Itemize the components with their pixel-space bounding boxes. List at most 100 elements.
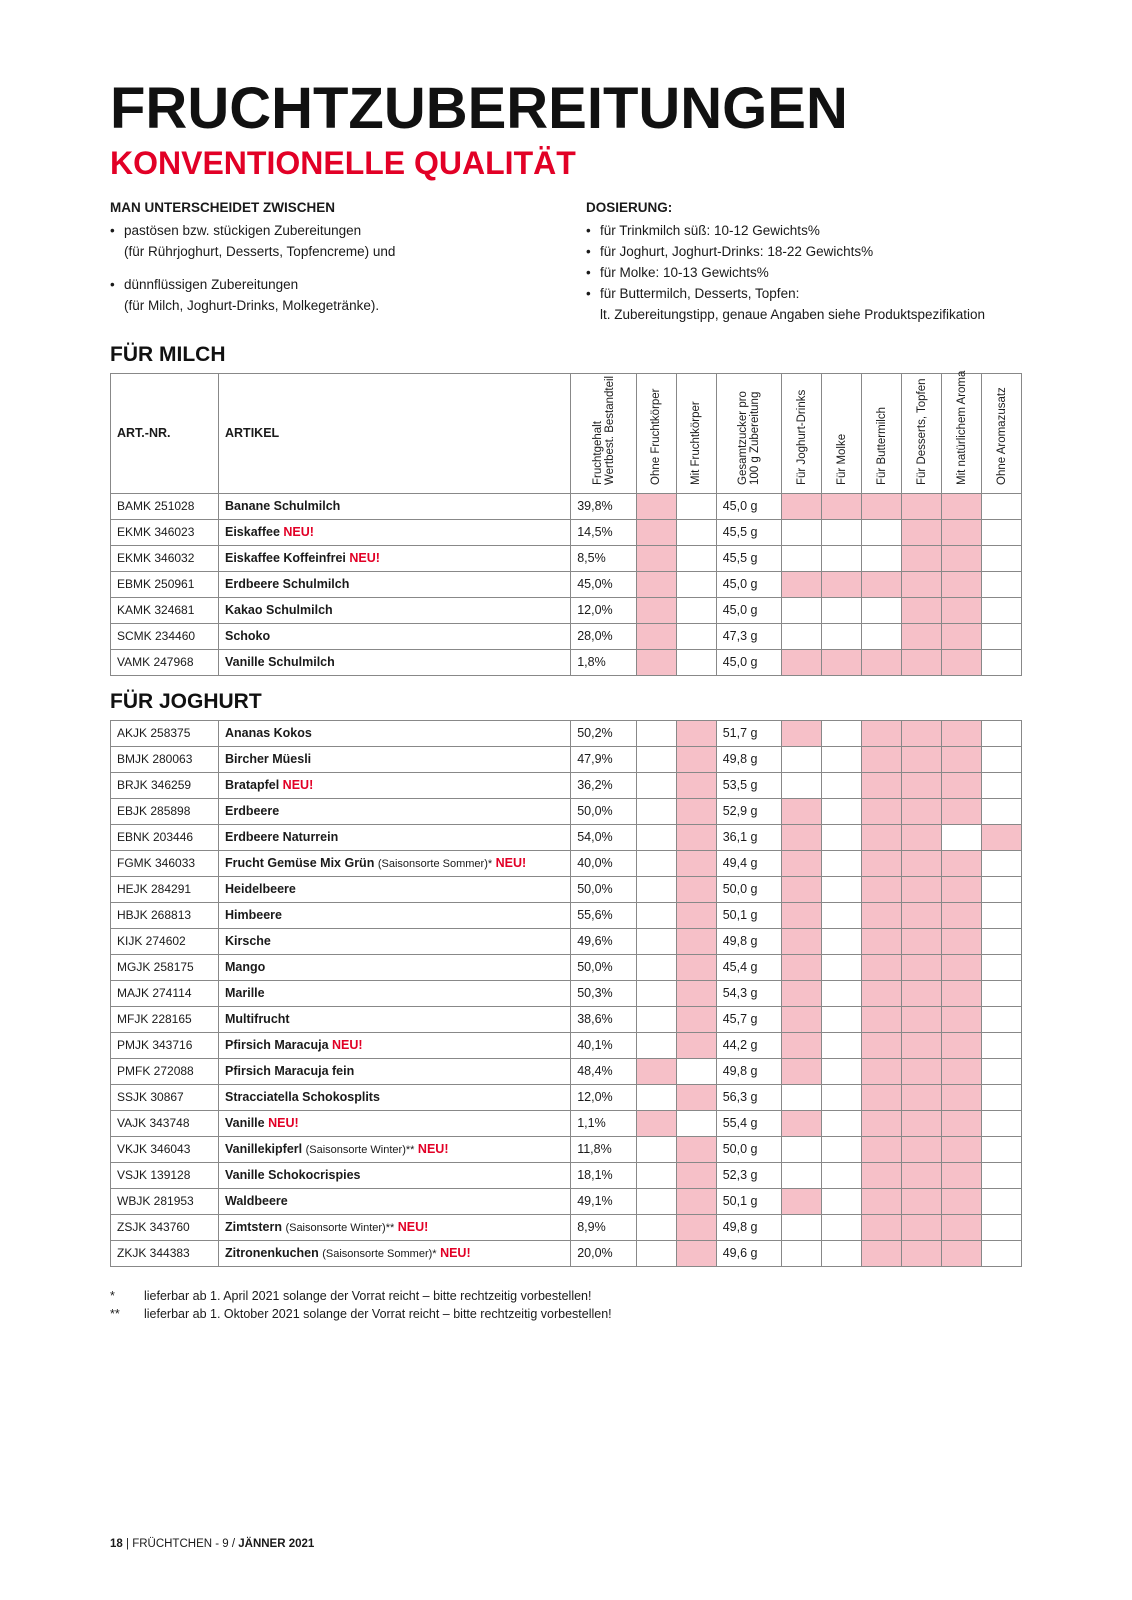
cell-art: KAMK 324681 [111,597,219,623]
cell-mark [676,954,716,980]
cell-sugar: 52,3 g [716,1162,782,1188]
footnote: *lieferbar ab 1. April 2021 solange der … [110,1287,1022,1306]
cell-mark [982,720,1022,746]
cell-mark [942,1058,982,1084]
table-row: VAJK 343748Vanille NEU!1,1%55,4 g [111,1110,1022,1136]
cell-mark [822,1058,862,1084]
cell-sugar: 50,0 g [716,876,782,902]
cell-mark [982,928,1022,954]
table-row: EKMK 346032Eiskaffee Koffeinfrei NEU!8,5… [111,545,1022,571]
footnote-symbol: ** [110,1305,134,1324]
cell-mark [822,928,862,954]
cell-mark [982,1162,1022,1188]
cell-mark [636,545,676,571]
col-molke: Für Molke [822,373,862,493]
cell-mark [982,746,1022,772]
cell-mark [982,649,1022,675]
cell-artikel: Zimtstern (Saisonsorte Winter)** NEU! [219,1214,571,1240]
cell-mark [942,519,982,545]
cell-mark [782,1058,822,1084]
cell-mark [636,597,676,623]
cell-mark [862,876,902,902]
cell-mark [676,720,716,746]
cell-mark [862,1136,902,1162]
cell-artikel: Schoko [219,623,571,649]
cell-mark [862,597,902,623]
cell-mark [782,902,822,928]
cell-mark [862,1240,902,1266]
cell-mark [982,545,1022,571]
cell-sugar: 45,7 g [716,1006,782,1032]
cell-mark [636,902,676,928]
cell-mark [902,720,942,746]
cell-mark [902,1084,942,1110]
cell-mark [676,545,716,571]
cell-mark [862,1058,902,1084]
cell-mark [982,1006,1022,1032]
cell-mark [676,1136,716,1162]
cell-pct: 40,0% [571,850,637,876]
cell-art: SCMK 234460 [111,623,219,649]
cell-mark [942,623,982,649]
table-row: SSJK 30867Stracciatella Schokosplits12,0… [111,1084,1022,1110]
cell-mark [862,1110,902,1136]
cell-mark [676,928,716,954]
cell-mark [982,1214,1022,1240]
cell-mark [862,545,902,571]
cell-pct: 28,0% [571,623,637,649]
cell-mark [942,798,982,824]
cell-mark [942,1006,982,1032]
cell-mark [822,876,862,902]
cell-sugar: 56,3 g [716,1084,782,1110]
cell-art: BAMK 251028 [111,493,219,519]
cell-pct: 49,1% [571,1188,637,1214]
cell-mark [862,1084,902,1110]
cell-sugar: 50,1 g [716,902,782,928]
cell-mark [822,1136,862,1162]
cell-pct: 12,0% [571,597,637,623]
col-desserts: Für Desserts, Topfen [902,373,942,493]
table-row: KAMK 324681Kakao Schulmilch12,0%45,0 g [111,597,1022,623]
cell-pct: 50,0% [571,798,637,824]
intro-right-note: lt. Zubereitungstipp, genaue Angaben sie… [586,306,1022,325]
cell-mark [636,772,676,798]
cell-mark [822,1214,862,1240]
cell-mark [902,902,942,928]
cell-artikel: Pfirsich Maracuja fein [219,1058,571,1084]
cell-mark [782,545,822,571]
cell-mark [982,954,1022,980]
cell-mark [822,1162,862,1188]
cell-mark [982,1188,1022,1214]
cell-mark [942,545,982,571]
cell-mark [862,772,902,798]
cell-mark [636,1006,676,1032]
cell-mark [782,798,822,824]
cell-artikel: Eiskaffee Koffeinfrei NEU! [219,545,571,571]
cell-artikel: Eiskaffee NEU! [219,519,571,545]
cell-art: SSJK 30867 [111,1084,219,1110]
table-row: ZKJK 344383Zitronenkuchen (Saisonsorte S… [111,1240,1022,1266]
cell-mark [902,493,942,519]
cell-artikel: Frucht Gemüse Mix Grün (Saisonsorte Somm… [219,850,571,876]
cell-mark [636,954,676,980]
cell-mark [676,571,716,597]
cell-mark [902,1214,942,1240]
cell-artikel: Waldbeere [219,1188,571,1214]
cell-artikel: Stracciatella Schokosplits [219,1084,571,1110]
table-row: VAMK 247968Vanille Schulmilch1,8%45,0 g [111,649,1022,675]
cell-mark [676,1188,716,1214]
cell-pct: 54,0% [571,824,637,850]
cell-artikel: Heidelbeere [219,876,571,902]
cell-artikel: Ananas Kokos [219,720,571,746]
footnote-text: lieferbar ab 1. April 2021 solange der V… [144,1287,591,1306]
cell-mark [902,1110,942,1136]
cell-pct: 38,6% [571,1006,637,1032]
cell-artikel: Bircher Müesli [219,746,571,772]
cell-mark [782,1084,822,1110]
cell-mark [636,876,676,902]
cell-mark [676,980,716,1006]
cell-mark [636,798,676,824]
cell-mark [782,850,822,876]
cell-mark [982,798,1022,824]
cell-mark [822,519,862,545]
